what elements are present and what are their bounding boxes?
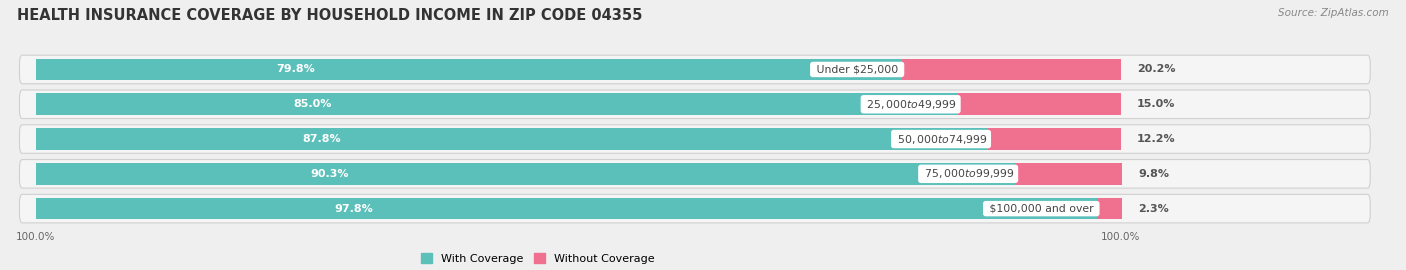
FancyBboxPatch shape	[20, 90, 1371, 119]
Text: $25,000 to $49,999: $25,000 to $49,999	[863, 98, 957, 111]
Bar	[988, 128, 1121, 150]
FancyBboxPatch shape	[20, 55, 1371, 84]
Text: 2.3%: 2.3%	[1137, 204, 1168, 214]
Bar	[1015, 163, 1122, 185]
Text: 15.0%: 15.0%	[1137, 99, 1175, 109]
Text: 100.0%: 100.0%	[1101, 232, 1140, 242]
Text: HEALTH INSURANCE COVERAGE BY HOUSEHOLD INCOME IN ZIP CODE 04355: HEALTH INSURANCE COVERAGE BY HOUSEHOLD I…	[17, 8, 643, 23]
Text: $100,000 and over: $100,000 and over	[986, 204, 1097, 214]
Text: 12.2%: 12.2%	[1137, 134, 1175, 144]
Text: 9.8%: 9.8%	[1137, 169, 1168, 179]
Text: 85.0%: 85.0%	[294, 99, 332, 109]
Text: Under $25,000: Under $25,000	[813, 65, 901, 75]
Text: 20.2%: 20.2%	[1137, 65, 1175, 75]
Text: 90.3%: 90.3%	[311, 169, 349, 179]
Bar	[1097, 198, 1122, 220]
FancyBboxPatch shape	[20, 194, 1371, 223]
Text: 97.8%: 97.8%	[335, 204, 374, 214]
FancyBboxPatch shape	[20, 125, 1371, 153]
Text: $75,000 to $99,999: $75,000 to $99,999	[921, 167, 1015, 180]
FancyBboxPatch shape	[20, 160, 1371, 188]
Text: 100.0%: 100.0%	[15, 232, 55, 242]
Bar	[35, 128, 988, 150]
Bar	[35, 93, 957, 115]
Bar	[901, 59, 1121, 80]
Text: 87.8%: 87.8%	[302, 134, 340, 144]
Text: Source: ZipAtlas.com: Source: ZipAtlas.com	[1278, 8, 1389, 18]
Bar	[35, 59, 901, 80]
Bar	[35, 163, 1015, 185]
Bar	[957, 93, 1121, 115]
Bar	[35, 198, 1097, 220]
Text: 79.8%: 79.8%	[276, 65, 315, 75]
Text: $50,000 to $74,999: $50,000 to $74,999	[894, 133, 988, 146]
Legend: With Coverage, Without Coverage: With Coverage, Without Coverage	[420, 253, 655, 264]
